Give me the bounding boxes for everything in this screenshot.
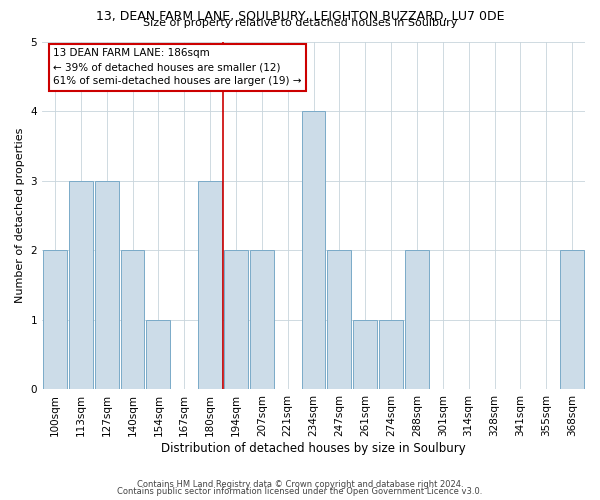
Bar [69,180,93,390]
Y-axis label: Number of detached properties: Number of detached properties [15,128,25,303]
Bar [198,180,222,390]
Bar [302,111,325,390]
Bar [250,250,274,390]
Bar [224,250,248,390]
Bar [146,320,170,390]
Bar [328,250,351,390]
Bar [405,250,429,390]
X-axis label: Distribution of detached houses by size in Soulbury: Distribution of detached houses by size … [161,442,466,455]
Text: Size of property relative to detached houses in Soulbury: Size of property relative to detached ho… [143,18,457,28]
Bar [560,250,584,390]
Bar [43,250,67,390]
Bar [95,180,119,390]
Bar [379,320,403,390]
Bar [121,250,145,390]
Text: Contains public sector information licensed under the Open Government Licence v3: Contains public sector information licen… [118,487,482,496]
Bar [353,320,377,390]
Text: Contains HM Land Registry data © Crown copyright and database right 2024.: Contains HM Land Registry data © Crown c… [137,480,463,489]
Text: 13, DEAN FARM LANE, SOULBURY, LEIGHTON BUZZARD, LU7 0DE: 13, DEAN FARM LANE, SOULBURY, LEIGHTON B… [96,10,504,23]
Text: 13 DEAN FARM LANE: 186sqm
← 39% of detached houses are smaller (12)
61% of semi-: 13 DEAN FARM LANE: 186sqm ← 39% of detac… [53,48,301,86]
